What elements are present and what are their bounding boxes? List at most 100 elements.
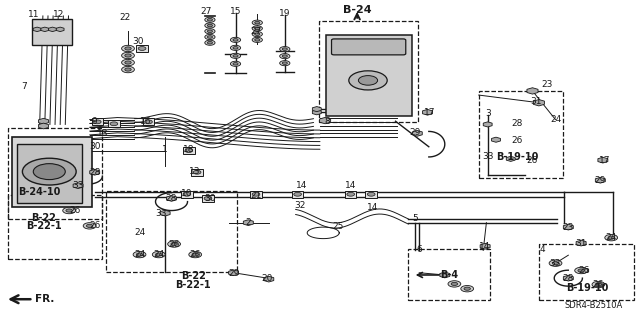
Text: 24: 24: [134, 228, 145, 237]
Text: 18: 18: [183, 145, 195, 154]
Bar: [202, 195, 214, 202]
Text: B-22-1: B-22-1: [175, 279, 211, 290]
Bar: [181, 191, 193, 198]
Circle shape: [145, 120, 152, 124]
Circle shape: [252, 32, 262, 37]
Circle shape: [136, 253, 143, 256]
Text: 20: 20: [262, 274, 273, 283]
Circle shape: [349, 71, 387, 90]
Text: 2: 2: [246, 218, 251, 227]
Circle shape: [233, 63, 238, 65]
Circle shape: [280, 54, 290, 59]
Circle shape: [282, 62, 287, 64]
Circle shape: [33, 164, 65, 180]
Bar: [319, 21, 418, 122]
Circle shape: [207, 19, 212, 21]
Bar: [106, 191, 237, 272]
Circle shape: [205, 40, 215, 45]
Text: 26: 26: [168, 240, 180, 249]
Text: B-22: B-22: [31, 212, 56, 223]
Text: 14: 14: [367, 204, 378, 212]
Circle shape: [448, 281, 461, 287]
Text: 26: 26: [578, 266, 589, 275]
Circle shape: [358, 76, 378, 85]
Circle shape: [66, 209, 72, 212]
Bar: [539, 244, 634, 300]
Circle shape: [192, 253, 198, 256]
Text: 32: 32: [294, 201, 305, 210]
Bar: [143, 118, 154, 125]
Circle shape: [22, 158, 76, 185]
Circle shape: [125, 47, 131, 50]
Circle shape: [230, 61, 241, 66]
Text: 26: 26: [593, 280, 604, 289]
Circle shape: [367, 192, 375, 196]
FancyBboxPatch shape: [17, 144, 82, 203]
Text: B-24-10: B-24-10: [19, 187, 61, 197]
Circle shape: [125, 68, 131, 71]
FancyBboxPatch shape: [326, 35, 412, 116]
Circle shape: [233, 47, 238, 49]
Text: 14: 14: [479, 242, 491, 251]
Circle shape: [347, 192, 355, 196]
Circle shape: [63, 207, 76, 214]
Circle shape: [125, 54, 131, 57]
Text: B-24: B-24: [343, 5, 371, 15]
Text: 26: 26: [89, 221, 100, 230]
Circle shape: [207, 30, 212, 33]
Bar: [365, 191, 377, 198]
Text: 14: 14: [296, 181, 308, 189]
Text: 27: 27: [200, 7, 212, 16]
Circle shape: [294, 192, 301, 196]
Circle shape: [280, 61, 290, 66]
Circle shape: [252, 37, 262, 42]
Circle shape: [605, 234, 618, 241]
Text: 17: 17: [424, 108, 436, 117]
Circle shape: [575, 267, 588, 274]
Circle shape: [230, 37, 241, 42]
Text: 26: 26: [511, 137, 523, 145]
Circle shape: [255, 27, 260, 30]
Text: 7: 7: [22, 82, 27, 91]
Circle shape: [233, 39, 238, 41]
Text: 24: 24: [605, 233, 617, 242]
Circle shape: [207, 41, 212, 44]
Text: 13: 13: [97, 129, 109, 138]
Text: 33: 33: [550, 259, 561, 268]
Circle shape: [168, 241, 180, 247]
Text: 26: 26: [189, 250, 201, 259]
Circle shape: [230, 45, 241, 50]
Circle shape: [138, 47, 146, 50]
Text: 17: 17: [599, 156, 611, 165]
Text: 24: 24: [134, 250, 145, 259]
Text: 4: 4: [540, 245, 545, 254]
Circle shape: [464, 287, 470, 290]
Text: 29: 29: [228, 269, 239, 278]
Bar: [8, 128, 102, 219]
Bar: [92, 118, 103, 125]
Bar: [345, 191, 356, 198]
Circle shape: [204, 197, 212, 200]
Text: FR.: FR.: [35, 294, 54, 304]
Circle shape: [255, 33, 260, 35]
Circle shape: [110, 122, 118, 126]
Circle shape: [595, 283, 602, 286]
Text: 3: 3: [485, 109, 490, 118]
Text: 30: 30: [89, 142, 100, 151]
Text: 23: 23: [541, 80, 553, 89]
Circle shape: [133, 251, 146, 258]
Circle shape: [282, 55, 287, 57]
Circle shape: [205, 34, 215, 40]
FancyBboxPatch shape: [12, 137, 92, 207]
Bar: [250, 191, 262, 198]
Text: 28: 28: [511, 119, 523, 128]
Bar: [8, 195, 102, 259]
Circle shape: [552, 262, 559, 265]
Text: 29: 29: [595, 176, 606, 185]
Circle shape: [549, 260, 562, 266]
Circle shape: [205, 29, 215, 34]
Text: 26: 26: [527, 156, 538, 165]
Circle shape: [255, 21, 260, 24]
Text: 25: 25: [332, 222, 344, 231]
Text: 13: 13: [189, 167, 201, 176]
